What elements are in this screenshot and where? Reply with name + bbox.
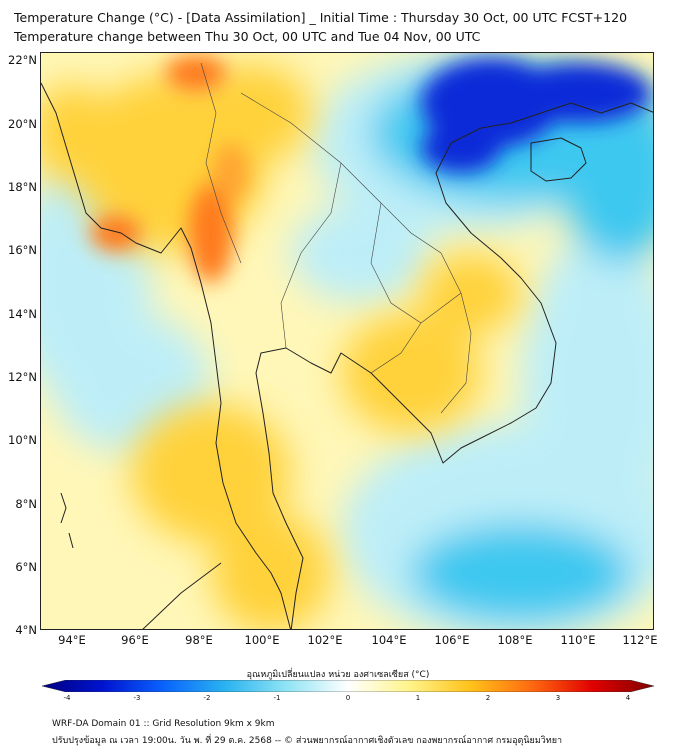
lat-label: 12°N [8,370,37,384]
colorbar-tick: 4 [625,694,631,702]
lon-label: 98°E [185,633,213,647]
coastline [255,102,653,629]
colorbar-tick: -1 [273,694,281,702]
footer-credit: ปรับปรุงข้อมูล ณ เวลา 19:00น. วัน พ. ที่… [52,736,563,746]
lon-label: 106°E [434,633,470,647]
colorbar-tick: 0 [345,694,351,702]
lat-label: 10°N [8,433,37,447]
map-subtitle: Temperature change between Thu 30 Oct, 0… [14,29,481,44]
colorbar-tick: -4 [63,694,71,702]
lon-label: 108°E [497,633,533,647]
colorbar-tick: 1 [415,694,421,702]
coastline [530,137,587,182]
colorbar-tick: -3 [133,694,141,702]
lat-label: 18°N [8,180,37,194]
lon-label: 104°E [371,633,407,647]
lat-label: 4°N [15,623,37,637]
footer-domain-info: WRF-DA Domain 01 :: Grid Resolution 9km … [52,719,275,729]
colorbar-tick: 3 [555,694,561,702]
lon-label: 100°E [244,633,280,647]
lat-label: 8°N [15,497,37,511]
lat-label: 14°N [8,307,37,321]
lon-label: 110°E [560,633,596,647]
lat-label: 20°N [8,117,37,131]
lat-label: 22°N [8,53,37,67]
colorbar-tick: 2 [485,694,491,702]
map-title: Temperature Change (°C) - [Data Assimila… [14,10,628,25]
coastline [142,562,222,629]
lon-label: 94°E [58,633,86,647]
temperature-change-map [40,52,654,630]
lon-label: 96°E [121,633,149,647]
colorbar-tick: -2 [203,694,211,702]
lat-label: 6°N [15,560,37,574]
lat-label: 16°N [8,243,37,257]
country-border [200,62,472,414]
lon-label: 112°E [622,633,658,647]
coastline [41,82,291,629]
colorbar-title: อุณหภูมิเปลี่ยนแปลง หน่วย องศาเซลเซียส (… [246,670,430,680]
lon-label: 102°E [307,633,343,647]
colorbar [42,680,654,692]
coastline [60,492,74,549]
